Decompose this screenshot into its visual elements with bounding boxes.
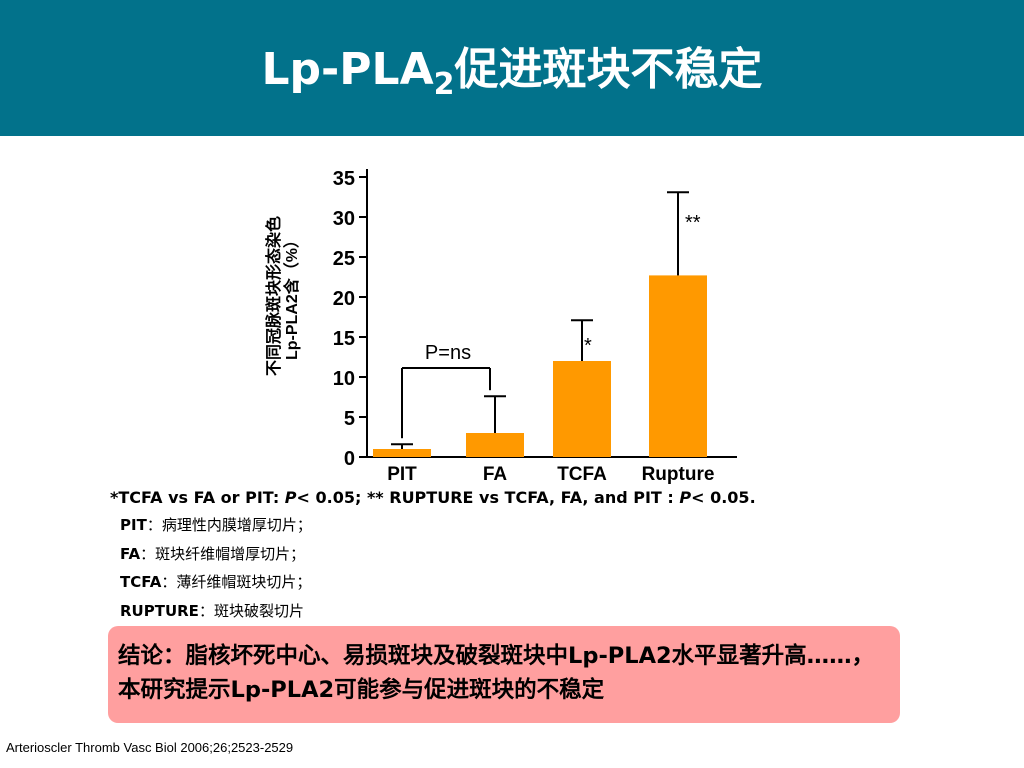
sig-p-b: P (679, 488, 692, 507)
definition-desc: ：薄纤维帽斑块切片； (161, 573, 312, 591)
slide-title: Lp-PLA2促进斑块不稳定 (0, 40, 1024, 100)
y-tick-label: 10 (333, 368, 355, 390)
definition-fa: FA：斑块纤维帽增厚切片； (120, 540, 756, 569)
definition-desc: ：病理性内膜增厚切片； (146, 516, 312, 534)
y-tick-label: 30 (333, 208, 355, 230)
significance-star-tcfa: * (584, 335, 592, 357)
y-tick-label: 35 (333, 168, 355, 190)
sig-text-c: < 0.05. (691, 488, 756, 507)
definition-term: PIT (120, 516, 147, 534)
x-tick-label: FA (483, 464, 508, 485)
y-tick-label: 5 (344, 408, 355, 430)
definition-desc: ：斑块纤维帽增厚切片； (140, 544, 306, 563)
definition-term: TCFA (120, 573, 162, 591)
slide-title-subscript: 2 (433, 67, 455, 102)
y-tick-label: 0 (344, 448, 355, 470)
definition-pit: PIT：病理性内膜增厚切片； (120, 511, 756, 540)
sig-text-b: < 0.05; ** RUPTURE vs TCFA, FA, and PIT … (296, 488, 680, 507)
sig-text-a: *TCFA vs FA or PIT: (110, 488, 285, 507)
slide-title-rest: 促进斑块不稳定 (454, 44, 763, 95)
significance-star-rupture: ** (685, 212, 701, 234)
y-tick-label: 20 (333, 288, 355, 310)
bar-rupture (649, 275, 707, 457)
bar-fa (466, 433, 524, 457)
x-tick-label: TCFA (557, 464, 607, 485)
x-tick-label: Rupture (642, 464, 715, 485)
definition-term: FA (120, 544, 141, 563)
conclusion-box: 结论：脂核坏死中心、易损斑块及破裂斑块中Lp-PLA2水平显著升高……，本研究提… (108, 626, 900, 723)
citation: Arterioscler Thromb Vasc Biol 2006;26;25… (6, 740, 294, 755)
significance-note: *TCFA vs FA or PIT: P< 0.05; ** RUPTURE … (110, 488, 756, 507)
title-banner: Lp-PLA2促进斑块不稳定 (0, 0, 1024, 136)
definition-desc: ：斑块破裂切片 (198, 601, 304, 620)
sig-p-a: P (284, 488, 297, 507)
definition-rupture: RUPTURE：斑块破裂切片 (120, 597, 756, 626)
y-tick-label: 25 (333, 248, 355, 270)
notes-block: *TCFA vs FA or PIT: P< 0.05; ** RUPTURE … (110, 488, 756, 625)
definition-term: RUPTURE (120, 601, 199, 620)
x-tick-label: PIT (387, 464, 417, 485)
conclusion-text: 结论：脂核坏死中心、易损斑块及破裂斑块中Lp-PLA2水平显著升高……，本研究提… (118, 643, 875, 703)
bar-pit (373, 449, 431, 457)
bracket-label: P=ns (425, 342, 471, 364)
definition-tcfa: TCFA：薄纤维帽斑块切片； (120, 568, 756, 597)
bar-chart: 0 5 10 15 20 25 30 35 不同冠脉斑块形态染色Lp-PLA2含（%） PIT FA… (264, 168, 737, 485)
slide-title-main: Lp-PLA (261, 44, 434, 95)
y-tick-label: 15 (333, 328, 355, 350)
y-axis-title: 不同冠脉斑块形态染色Lp-PLA2含（%） (264, 216, 301, 376)
bar-tcfa (553, 361, 611, 457)
